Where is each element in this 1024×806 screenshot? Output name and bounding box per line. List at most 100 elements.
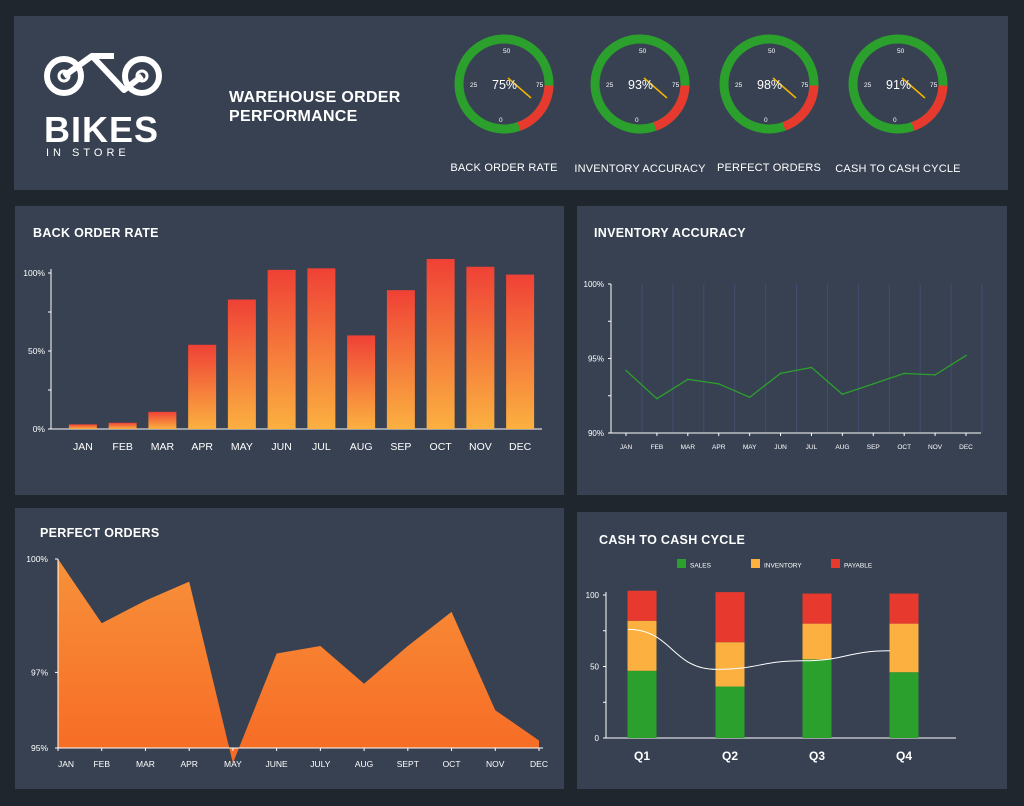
x-tick-label: AUG: [350, 441, 373, 453]
x-tick-label: JULY: [310, 759, 330, 769]
cash-to-cash-chart: SALES INVENTORY PAYABLE 0 50 100 Q1 Q2 Q3 Q4: [586, 559, 956, 763]
x-tick-label: FEB: [651, 444, 664, 451]
gauge-tick-label: 0: [893, 117, 897, 124]
gauge-needle: [772, 77, 797, 99]
inventory-accuracy-title: INVENTORY ACCURACY: [594, 226, 746, 240]
gauge-tick-label: 50: [897, 48, 905, 55]
cash-to-cash-panel: CASH TO CASH CYCLE SALES INVENTORY PAYABLE…: [577, 512, 1007, 789]
gauge-tick-label: 0: [499, 117, 503, 124]
x-tick-label: Q1: [634, 749, 650, 763]
x-tick-label: MAR: [136, 759, 155, 769]
gauge-needle: [643, 77, 668, 99]
gauge-red-segment: [454, 34, 554, 134]
gauge-tick-label: 25: [606, 82, 614, 89]
gauge-value: 91%: [886, 78, 911, 92]
x-tick-label: JAN: [58, 759, 74, 769]
x-tick-label: JUL: [806, 444, 818, 451]
gauge-label: INVENTORY ACCURACY: [574, 163, 706, 175]
perfect-orders-chart: 95% 97% 100% JAN FEB MAR APR MAY JUNE JULY AUG SEPT…: [26, 554, 548, 769]
y-tick-label: 95%: [31, 743, 48, 753]
bar-mar: [148, 411, 177, 429]
x-tick-label: DEC: [959, 444, 973, 451]
data-point: [965, 354, 967, 357]
bar-q4-sales: [889, 672, 919, 738]
gauge-tick-label: 0: [764, 117, 768, 124]
gauge-tick-label: 25: [735, 82, 743, 89]
gauge-1: 0 25 50 75 75%: [454, 34, 554, 134]
data-point: [872, 383, 875, 385]
back-order-rate-panel: BACK ORDER RATE 0% 50% 100% JAN FEB MAR APR MAY…: [15, 206, 564, 495]
data-point: [841, 393, 844, 396]
x-tick-label: MAR: [151, 441, 175, 453]
x-tick-label: OCT: [443, 759, 461, 769]
legend-label: INVENTORY: [764, 563, 802, 570]
gauge-red-segment: [590, 34, 690, 134]
gauge-ring: [848, 34, 948, 134]
x-tick-label: JUNE: [266, 759, 289, 769]
x-tick-label: MAY: [224, 759, 242, 769]
x-tick-label: MAY: [231, 441, 253, 453]
y-tick-label: 50: [590, 663, 599, 672]
gauge-2: 0 25 50 75 93%: [590, 34, 690, 134]
y-tick-label: 100%: [26, 554, 48, 564]
gauge-value: 75%: [492, 78, 517, 92]
x-tick-label: JUN: [774, 444, 787, 451]
x-tick-label: FEB: [93, 759, 110, 769]
x-tick-label: OCT: [430, 441, 453, 453]
x-tick-label: AUG: [355, 759, 373, 769]
gauge-value: 98%: [757, 78, 782, 92]
gauge-label: PERFECT ORDERS: [716, 162, 822, 174]
perfect-orders-title: PERFECT ORDERS: [40, 526, 160, 540]
x-tick-label: DEC: [509, 441, 532, 453]
gauge-ring: [719, 34, 819, 134]
bar-aug: [347, 335, 376, 429]
gauge-value: 93%: [628, 78, 653, 92]
gauge-label: BACK ORDER RATE: [450, 162, 558, 174]
bar-dec: [506, 274, 535, 429]
x-tick-label: JUN: [271, 441, 291, 453]
gauge-needle: [901, 77, 926, 99]
gauge-3: 0 25 50 75 98%: [719, 34, 819, 134]
gauge-red-segment: [719, 34, 819, 134]
bar-q3-sales: [802, 659, 832, 738]
bar-oct: [426, 258, 455, 429]
x-tick-label: APR: [712, 444, 726, 451]
bar-q3-inventory: [802, 623, 832, 660]
legend-swatch-sales: [677, 559, 686, 568]
gauge-tick-label: 75: [536, 82, 544, 89]
x-tick-label: NOV: [486, 759, 505, 769]
dashboard-title: WAREHOUSE ORDER PERFORMANCE: [229, 88, 401, 126]
inventory-accuracy-panel: INVENTORY ACCURACY 90% 95% 100% JAN FEB MAR AP…: [577, 206, 1007, 495]
x-tick-label: NOV: [928, 444, 943, 451]
y-tick-label: 97%: [31, 667, 48, 677]
bar-q4-payable: [889, 593, 919, 624]
gauge-tick-label: 0: [635, 117, 639, 124]
dashboard-title-line2: PERFORMANCE: [229, 108, 358, 125]
data-point: [779, 372, 782, 375]
gauge-needle: [507, 77, 532, 99]
bar-apr: [188, 344, 217, 429]
bar-nov: [466, 266, 495, 429]
logo-text: BIKES: [44, 109, 159, 150]
gauge-tick-label: 75: [930, 82, 938, 89]
data-point: [717, 383, 720, 385]
x-tick-label: Q3: [809, 749, 825, 763]
x-tick-label: JAN: [73, 441, 93, 453]
x-tick-label: SEP: [867, 444, 880, 451]
area-series: [58, 559, 539, 764]
gauge-tick-label: 25: [470, 82, 478, 89]
bar-q1-sales: [627, 670, 657, 738]
back-order-rate-title: BACK ORDER RATE: [33, 226, 159, 240]
y-tick-label: 95%: [588, 355, 604, 364]
x-tick-label: JAN: [620, 444, 633, 451]
data-point: [810, 366, 813, 369]
legend-swatch-inventory: [751, 559, 760, 568]
bar-q3-payable: [802, 593, 832, 624]
y-tick-label: 50%: [28, 346, 45, 356]
gauge-tick-label: 75: [672, 82, 680, 89]
trend-line: [627, 628, 891, 670]
data-point: [748, 396, 751, 399]
x-tick-label: DEC: [530, 759, 548, 769]
bar-feb: [108, 422, 137, 429]
bar-jul: [307, 268, 336, 429]
